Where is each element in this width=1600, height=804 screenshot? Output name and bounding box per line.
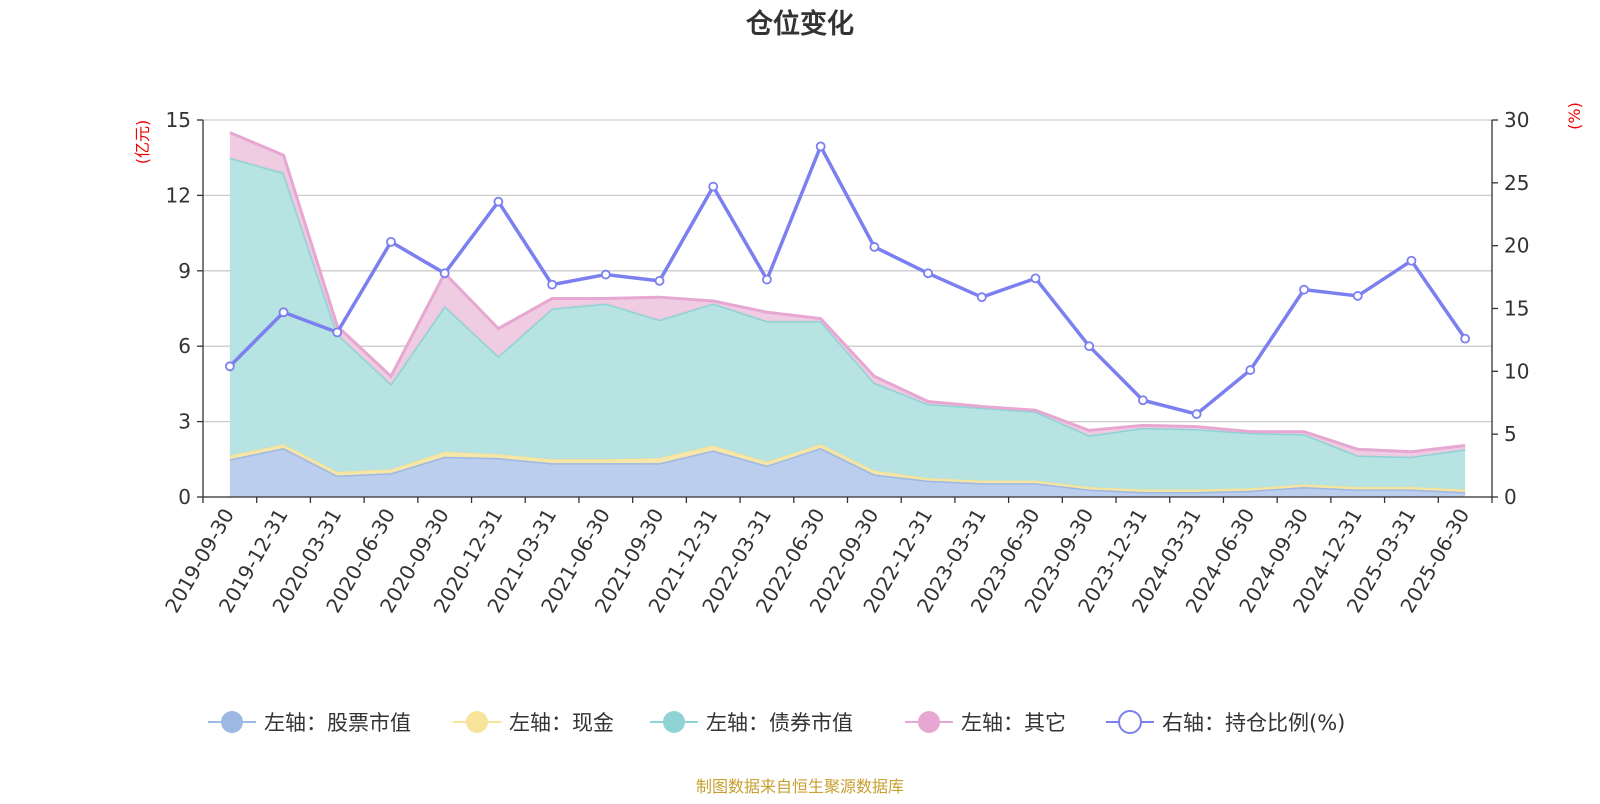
line-point-ratio[interactable] xyxy=(923,268,933,279)
right-axis-tick-label: 15 xyxy=(1504,297,1529,321)
left-axis-tick-label: 9 xyxy=(178,259,191,283)
line-point-ratio[interactable] xyxy=(1460,333,1471,344)
line-point-ratio[interactable] xyxy=(815,141,826,152)
line-point-ratio[interactable] xyxy=(332,327,343,338)
line-point-ratio[interactable] xyxy=(600,269,611,280)
line-point-ratio[interactable] xyxy=(1191,409,1202,419)
right-axis-tick-label: 25 xyxy=(1504,171,1529,195)
chart-title: 仓位变化 xyxy=(745,8,854,40)
line-point-ratio[interactable] xyxy=(1137,395,1148,406)
legend-label: 右轴：持仓比例(%) xyxy=(1162,711,1345,735)
right-axis-tick-label: 5 xyxy=(1504,422,1517,446)
line-point-ratio[interactable] xyxy=(224,361,235,372)
left-axis-tick-label: 15 xyxy=(166,108,191,132)
legend-circle-marker xyxy=(466,711,488,733)
line-point-ratio[interactable] xyxy=(1352,291,1363,301)
legend-label: 左轴：股票市值 xyxy=(264,711,411,735)
line-point-ratio[interactable] xyxy=(976,292,987,303)
line-point-ratio[interactable] xyxy=(762,274,772,285)
right-axis-tick-label: 0 xyxy=(1504,485,1517,509)
legend-item-3[interactable]: 左轴：其它 xyxy=(905,711,1066,735)
line-point-ratio[interactable] xyxy=(654,275,665,286)
line-point-ratio[interactable] xyxy=(386,236,396,247)
line-point-ratio[interactable] xyxy=(1406,255,1417,266)
left-axis-tick-label: 0 xyxy=(178,485,191,509)
left-axis-label: (亿元) xyxy=(133,120,152,165)
area-edge-series-3 xyxy=(229,131,1466,454)
left-axis-tick-label: 6 xyxy=(178,334,191,358)
area-series-layer xyxy=(229,131,1466,497)
right-axis-tick-label: 20 xyxy=(1504,234,1529,258)
left-axis-tick-label: 3 xyxy=(178,410,191,434)
line-series-ratio xyxy=(228,144,1467,416)
legend-circle-marker xyxy=(221,711,243,733)
legend-circle-marker xyxy=(663,711,685,733)
line-point-ratio[interactable] xyxy=(1299,284,1309,295)
right-axis-label: (%) xyxy=(1565,102,1584,130)
line-point-ratio[interactable] xyxy=(439,268,450,279)
legend-label: 左轴：现金 xyxy=(509,711,614,735)
legend-circle-marker xyxy=(918,711,940,733)
line-point-ratio[interactable] xyxy=(547,279,558,290)
legend-label: 左轴：其它 xyxy=(961,711,1066,735)
line-point-ratio[interactable] xyxy=(708,181,719,192)
legend-item-1[interactable]: 左轴：现金 xyxy=(453,711,614,735)
legend-item-2[interactable]: 左轴：债券市值 xyxy=(650,711,853,735)
source-note: 制图数据来自恒生聚源数据库 xyxy=(696,777,904,796)
line-point-ratio[interactable] xyxy=(1030,273,1041,284)
line-point-ratio[interactable] xyxy=(869,242,880,252)
line-point-ratio[interactable] xyxy=(493,196,504,207)
area-fill-series-2 xyxy=(229,157,1466,490)
legend-label: 左轴：债券市值 xyxy=(706,711,853,735)
left-axis-tick-label: 12 xyxy=(166,183,191,207)
right-axis-tick-label: 30 xyxy=(1504,108,1529,132)
line-series-layer xyxy=(224,141,1471,419)
right-axis-tick-label: 10 xyxy=(1504,359,1529,383)
legend: 左轴：股票市值 左轴：现金 左轴：债券市值 左轴：其它 右轴：持仓比例(%) xyxy=(208,710,1345,735)
area-fill-series-0 xyxy=(229,447,1466,497)
legend-item-0[interactable]: 左轴：股票市值 xyxy=(208,711,411,735)
line-point-ratio[interactable] xyxy=(1245,365,1256,375)
legend-item-4[interactable]: 右轴：持仓比例(%) xyxy=(1106,710,1345,735)
line-point-ratio[interactable] xyxy=(278,307,289,318)
line-point-ratio[interactable] xyxy=(1084,341,1095,352)
legend-circle-marker xyxy=(1118,710,1142,734)
